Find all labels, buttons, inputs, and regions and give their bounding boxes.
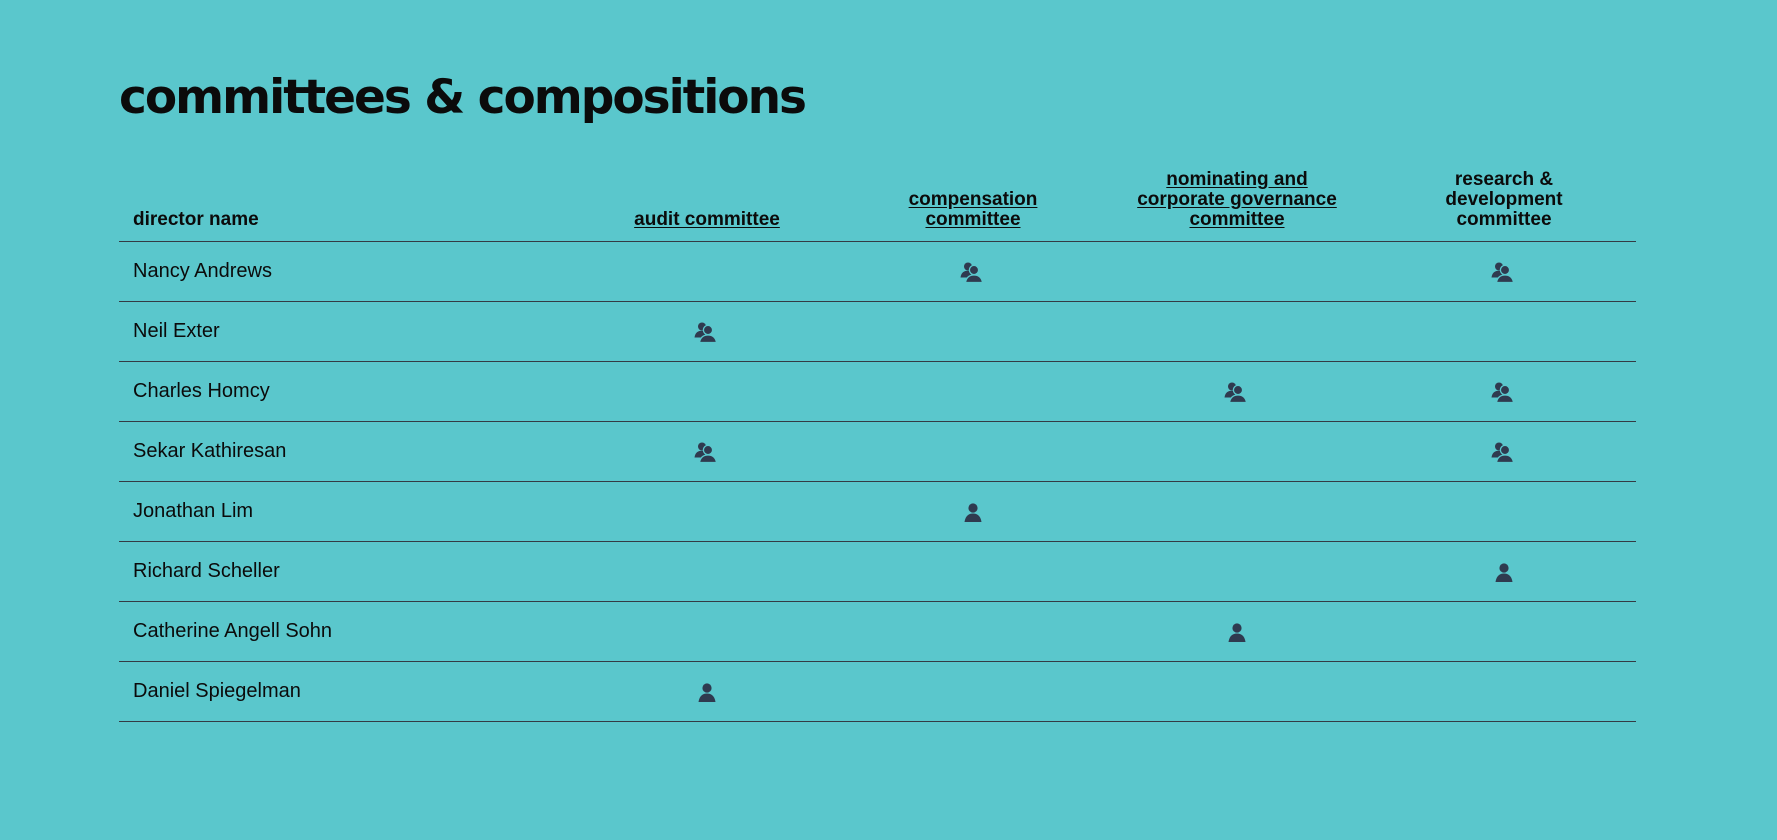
column-header-nominating-committee[interactable]: nominating and corporate governance comm… — [1119, 170, 1355, 230]
column-header-compensation-committee[interactable]: compensation committee — [858, 190, 1088, 230]
director-name: Jonathan Lim — [133, 500, 254, 522]
rd-committee-label-line3: committee — [1456, 209, 1552, 230]
nominating-committee-link-line1[interactable]: nominating and — [1166, 169, 1308, 190]
column-header-research-development-committee: research & development committee — [1389, 170, 1619, 230]
rd-committee-label-line2: development — [1445, 189, 1563, 210]
member-icon — [962, 501, 984, 523]
rd-committee-cell — [1484, 482, 1524, 541]
director-name: Sekar Kathiresan — [133, 440, 287, 462]
nominating-committee-cell — [1217, 362, 1257, 421]
nominating-committee-cell — [1217, 302, 1257, 361]
nominating-committee-cell — [1217, 602, 1257, 661]
director-name: Richard Scheller — [133, 560, 280, 582]
table-row: Daniel Spiegelman — [119, 662, 1636, 722]
director-name-label: director name — [133, 209, 259, 230]
director-name: Daniel Spiegelman — [133, 680, 301, 702]
column-header-director-name: director name — [133, 210, 259, 230]
table-row: Sekar Kathiresan — [119, 422, 1636, 482]
nominating-committee-cell — [1217, 482, 1257, 541]
table-row: Nancy Andrews — [119, 242, 1636, 302]
compensation-committee-cell — [953, 542, 993, 601]
column-header-audit-committee[interactable]: audit committee — [592, 210, 822, 230]
compensation-committee-link-line1[interactable]: compensation — [908, 189, 1038, 210]
audit-committee-cell — [687, 302, 727, 361]
rd-committee-cell — [1484, 542, 1524, 601]
page-title: committees & compositions — [119, 70, 807, 125]
director-name: Charles Homcy — [133, 380, 270, 402]
audit-committee-cell — [687, 602, 727, 661]
chair-icon — [1224, 381, 1250, 403]
table-row: Catherine Angell Sohn — [119, 602, 1636, 662]
nominating-committee-link-line2[interactable]: corporate governance — [1137, 189, 1337, 210]
member-icon — [1226, 621, 1248, 643]
nominating-committee-cell — [1217, 422, 1257, 481]
rd-committee-cell — [1484, 422, 1524, 481]
director-name: Catherine Angell Sohn — [133, 620, 333, 642]
compensation-committee-cell — [953, 662, 993, 721]
table-row: Neil Exter — [119, 302, 1636, 362]
rd-committee-label-line1: research & — [1454, 169, 1554, 190]
compensation-committee-cell — [953, 602, 993, 661]
nominating-committee-cell — [1217, 662, 1257, 721]
committees-table: director name audit committee compensati… — [119, 166, 1636, 722]
table-row: Charles Homcy — [119, 362, 1636, 422]
audit-committee-cell — [687, 242, 727, 301]
audit-committee-cell — [687, 542, 727, 601]
chair-icon — [1491, 441, 1517, 463]
director-name: Nancy Andrews — [133, 260, 272, 282]
table-row: Richard Scheller — [119, 542, 1636, 602]
nominating-committee-cell — [1217, 242, 1257, 301]
rd-committee-cell — [1484, 302, 1524, 361]
nominating-committee-link-line3[interactable]: committee — [1189, 209, 1285, 230]
audit-committee-cell — [687, 422, 727, 481]
director-name: Neil Exter — [133, 320, 220, 342]
rd-committee-cell — [1484, 662, 1524, 721]
compensation-committee-cell — [953, 242, 993, 301]
rd-committee-cell — [1484, 362, 1524, 421]
compensation-committee-cell — [953, 422, 993, 481]
audit-committee-cell — [687, 662, 727, 721]
audit-committee-cell — [687, 362, 727, 421]
nominating-committee-cell — [1217, 542, 1257, 601]
compensation-committee-cell — [953, 302, 993, 361]
chair-icon — [1491, 261, 1517, 283]
page-content: committees & compositions director name … — [119, 70, 1636, 722]
member-icon — [1493, 561, 1515, 583]
table-body: Nancy Andrews Neil Exter Charles Homcy Seka… — [119, 242, 1636, 722]
compensation-committee-link-line2[interactable]: committee — [925, 209, 1021, 230]
rd-committee-cell — [1484, 602, 1524, 661]
chair-icon — [1491, 381, 1517, 403]
audit-committee-cell — [687, 482, 727, 541]
table-header: director name audit committee compensati… — [119, 166, 1636, 242]
chair-icon — [960, 261, 986, 283]
compensation-committee-cell — [953, 482, 993, 541]
member-icon — [696, 681, 718, 703]
chair-icon — [694, 441, 720, 463]
table-row: Jonathan Lim — [119, 482, 1636, 542]
rd-committee-cell — [1484, 242, 1524, 301]
chair-icon — [694, 321, 720, 343]
audit-committee-link[interactable]: audit committee — [634, 209, 780, 230]
compensation-committee-cell — [953, 362, 993, 421]
